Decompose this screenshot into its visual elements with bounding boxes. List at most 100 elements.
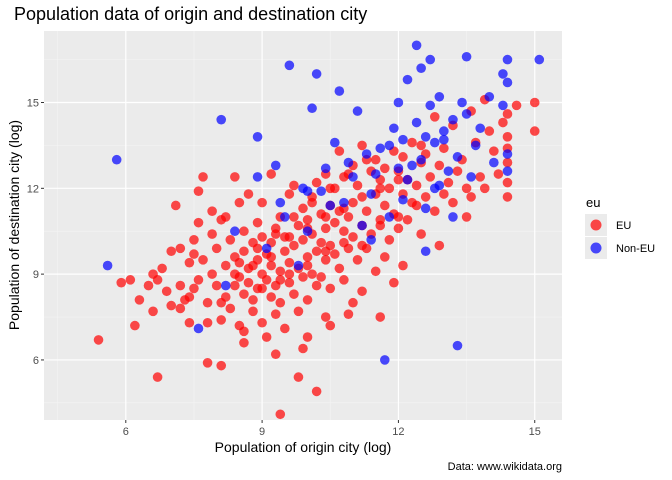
point-eu-10: [161, 286, 172, 297]
x-axis-label: Population of origin city (log): [215, 439, 392, 455]
point-non-eu-8: [261, 243, 272, 254]
point-non-eu-38: [411, 40, 422, 51]
point-eu-158: [407, 137, 417, 148]
legend-key-noneu: [590, 242, 602, 254]
point-eu-64: [257, 232, 267, 242]
point-eu-106: [311, 177, 322, 188]
point-eu-185: [498, 117, 508, 128]
point-eu-26: [198, 255, 208, 265]
point-eu-237: [393, 174, 404, 185]
point-non-eu-62: [498, 69, 508, 79]
point-eu-202: [298, 343, 308, 354]
point-non-eu-74: [429, 183, 440, 194]
point-eu-166: [429, 206, 440, 216]
point-eu-23: [193, 217, 204, 228]
point-eu-220: [284, 269, 295, 279]
point-eu-135: [357, 140, 367, 151]
point-eu-236: [375, 183, 386, 194]
point-non-eu-69: [393, 97, 404, 108]
point-non-eu-66: [502, 166, 513, 176]
point-eu-20: [189, 249, 199, 259]
point-eu-136: [357, 286, 367, 297]
point-eu-200: [348, 297, 358, 308]
point-non-eu-15: [307, 103, 317, 114]
point-eu-142: [370, 266, 381, 277]
point-non-eu-26: [366, 189, 376, 199]
point-eu-9: [157, 263, 167, 274]
point-eu-217: [379, 163, 390, 174]
point-eu-14: [175, 280, 186, 291]
point-eu-18: [184, 257, 195, 268]
point-eu-85: [284, 189, 295, 199]
point-eu-180: [475, 172, 486, 182]
point-non-eu-29: [379, 355, 390, 365]
point-eu-218: [398, 152, 408, 162]
point-eu-6: [148, 306, 158, 317]
point-eu-196: [461, 212, 472, 222]
point-non-eu-64: [502, 77, 513, 88]
point-eu-183: [489, 146, 499, 156]
point-eu-66: [261, 275, 272, 285]
point-non-eu-21: [339, 197, 349, 208]
point-eu-78: [275, 409, 286, 420]
point-eu-0: [93, 335, 104, 345]
point-eu-49: [239, 289, 249, 299]
point-non-eu-31: [389, 123, 399, 134]
point-non-eu-20: [334, 86, 345, 96]
point-eu-2: [125, 275, 136, 285]
point-eu-12: [166, 246, 177, 257]
point-non-eu-16: [311, 69, 322, 79]
point-eu-204: [239, 337, 249, 348]
point-eu-209: [234, 257, 245, 268]
point-eu-205: [175, 303, 186, 314]
point-non-eu-73: [302, 186, 313, 196]
point-non-eu-24: [357, 220, 367, 231]
y-tick-label-2: 12: [27, 183, 39, 195]
point-eu-50: [239, 246, 249, 257]
point-eu-48: [234, 197, 245, 208]
point-eu-33: [211, 280, 222, 291]
point-eu-228: [230, 269, 240, 279]
data-points: [93, 40, 545, 420]
point-non-eu-33: [398, 134, 408, 145]
point-non-eu-60: [489, 157, 499, 168]
x-axis-ticks: 6 9 12 15: [123, 420, 541, 438]
point-eu-174: [452, 166, 463, 176]
point-eu-178: [466, 192, 476, 202]
point-eu-219: [416, 140, 426, 151]
point-eu-76: [275, 266, 286, 277]
point-eu-27: [202, 297, 213, 308]
point-eu-147: [379, 252, 390, 262]
y-tick-label-3: 15: [27, 98, 39, 110]
point-eu-19: [189, 283, 199, 294]
point-eu-186: [502, 132, 513, 142]
point-non-eu-76: [402, 174, 413, 185]
point-non-eu-32: [393, 163, 404, 174]
point-non-eu-46: [434, 91, 445, 102]
y-axis-ticks: 6 9 12 15: [27, 98, 44, 367]
point-eu-88: [289, 180, 299, 191]
point-eu-86: [289, 240, 299, 251]
point-eu-75: [270, 309, 281, 319]
point-non-eu-40: [416, 63, 426, 73]
point-eu-193: [529, 97, 540, 108]
point-eu-170: [439, 143, 449, 154]
chart-caption: Data: www.wikidata.org: [448, 461, 562, 473]
point-eu-95: [298, 203, 308, 214]
point-eu-235: [357, 192, 367, 202]
point-eu-224: [357, 240, 367, 251]
legend-label-noneu: Non-EU: [616, 243, 655, 255]
point-eu-210: [252, 243, 263, 254]
point-non-eu-11: [284, 60, 295, 71]
point-non-eu-43: [425, 54, 436, 65]
point-non-eu-44: [429, 137, 440, 148]
point-eu-132: [352, 255, 363, 265]
point-eu-149: [384, 235, 395, 245]
point-non-eu-79: [275, 197, 286, 208]
point-eu-34: [211, 243, 222, 254]
point-eu-192: [511, 100, 522, 111]
point-eu-188: [502, 177, 513, 188]
point-non-eu-37: [411, 117, 422, 128]
y-tick-label-1: 9: [33, 269, 39, 281]
point-eu-165: [425, 172, 436, 182]
